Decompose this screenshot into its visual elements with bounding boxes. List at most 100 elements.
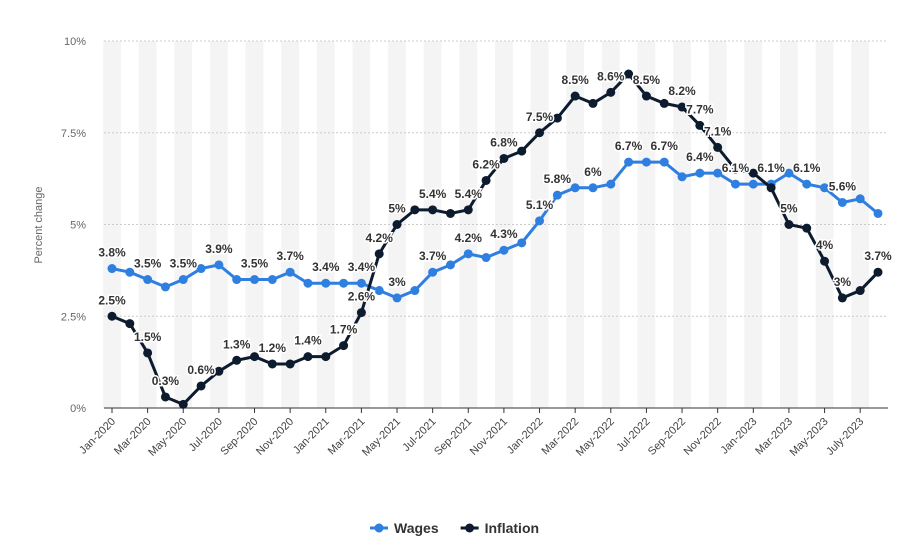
- data-label: 3%: [388, 275, 406, 289]
- point: [428, 205, 438, 215]
- point: [356, 308, 366, 318]
- point: [873, 267, 883, 277]
- data-label: 3.5%: [170, 257, 198, 271]
- legend-marker: [374, 523, 384, 533]
- data-label: 3%: [834, 275, 852, 289]
- data-label: 4.3%: [490, 227, 518, 241]
- point: [695, 120, 705, 130]
- point: [499, 245, 509, 255]
- point: [552, 190, 562, 200]
- point: [214, 366, 224, 376]
- point: [196, 264, 206, 274]
- data-label: 5%: [780, 202, 798, 216]
- data-label: 4%: [816, 238, 834, 252]
- point: [160, 282, 170, 292]
- y-tick-label: 5%: [70, 220, 86, 232]
- point: [588, 183, 598, 193]
- point: [713, 168, 723, 178]
- point: [855, 194, 865, 204]
- point: [730, 179, 740, 189]
- point: [855, 286, 865, 296]
- x-tick-label: May-2022: [574, 416, 617, 459]
- point: [570, 183, 580, 193]
- band: [245, 41, 264, 408]
- data-label: 7.5%: [526, 110, 554, 124]
- point: [392, 293, 402, 303]
- x-tick-label: Nov-2020: [254, 416, 296, 458]
- point: [837, 293, 847, 303]
- point: [624, 69, 634, 79]
- point: [250, 352, 260, 362]
- x-tick-label: July-2023: [824, 416, 866, 458]
- point: [677, 172, 687, 182]
- x-tick-label: May-2023: [788, 416, 831, 459]
- point: [445, 260, 455, 270]
- data-label: 5%: [388, 202, 406, 216]
- point: [641, 91, 651, 101]
- x-tick-label: Sep-2021: [432, 416, 474, 458]
- point: [321, 278, 331, 288]
- point: [214, 260, 224, 270]
- data-label: 6.8%: [490, 135, 518, 149]
- point: [784, 168, 794, 178]
- data-label: 2.5%: [98, 293, 126, 307]
- point: [570, 91, 580, 101]
- data-label: 8.5%: [561, 73, 589, 87]
- data-label: 6.1%: [757, 161, 785, 175]
- point: [535, 216, 545, 226]
- point: [232, 355, 242, 365]
- data-label: 2.6%: [348, 290, 376, 304]
- y-tick-label: 0%: [70, 403, 86, 415]
- point: [837, 197, 847, 207]
- data-label: 5.8%: [544, 172, 572, 186]
- point: [659, 157, 669, 167]
- point: [606, 179, 616, 189]
- point: [356, 278, 366, 288]
- band: [566, 41, 585, 408]
- point: [410, 286, 420, 296]
- y-tick-label: 7.5%: [61, 128, 86, 140]
- point: [196, 381, 206, 391]
- data-label: 5.4%: [455, 187, 483, 201]
- legend-label: Inflation: [485, 520, 539, 536]
- data-label: 3.4%: [312, 260, 340, 274]
- point: [267, 359, 277, 369]
- data-label: 3.7%: [419, 249, 447, 263]
- point: [178, 275, 188, 285]
- point: [713, 142, 723, 152]
- data-label: 6.1%: [722, 161, 750, 175]
- point: [873, 208, 883, 218]
- point: [160, 392, 170, 402]
- point: [125, 319, 135, 329]
- point: [517, 146, 527, 156]
- band: [174, 41, 193, 408]
- x-tick-label: Jan-2021: [291, 416, 332, 457]
- data-label: 0.3%: [152, 374, 180, 388]
- x-tick-label: May-2021: [360, 416, 403, 459]
- data-label: 5.1%: [526, 198, 554, 212]
- y-tick-label: 2.5%: [61, 311, 86, 323]
- point: [285, 267, 295, 277]
- point: [321, 352, 331, 362]
- point: [659, 98, 669, 108]
- data-label: 3.5%: [134, 257, 162, 271]
- y-axis-title: Percent change: [33, 186, 45, 263]
- legend-marker: [465, 523, 475, 533]
- point: [107, 264, 117, 274]
- data-label: 3.4%: [348, 260, 376, 274]
- point: [410, 205, 420, 215]
- data-label: 6.1%: [793, 161, 821, 175]
- data-label: 6%: [584, 165, 602, 179]
- point: [641, 157, 651, 167]
- point: [125, 267, 135, 277]
- x-tick-label: Jan-2022: [505, 416, 546, 457]
- x-tick-label: Sep-2020: [218, 416, 260, 458]
- point: [374, 249, 384, 259]
- point: [784, 220, 794, 229]
- point: [748, 168, 758, 178]
- data-label: 1.3%: [223, 337, 251, 351]
- x-tick-label: Nov-2021: [468, 416, 510, 458]
- band: [601, 41, 620, 408]
- data-label: 1.7%: [330, 323, 358, 337]
- point: [267, 275, 277, 285]
